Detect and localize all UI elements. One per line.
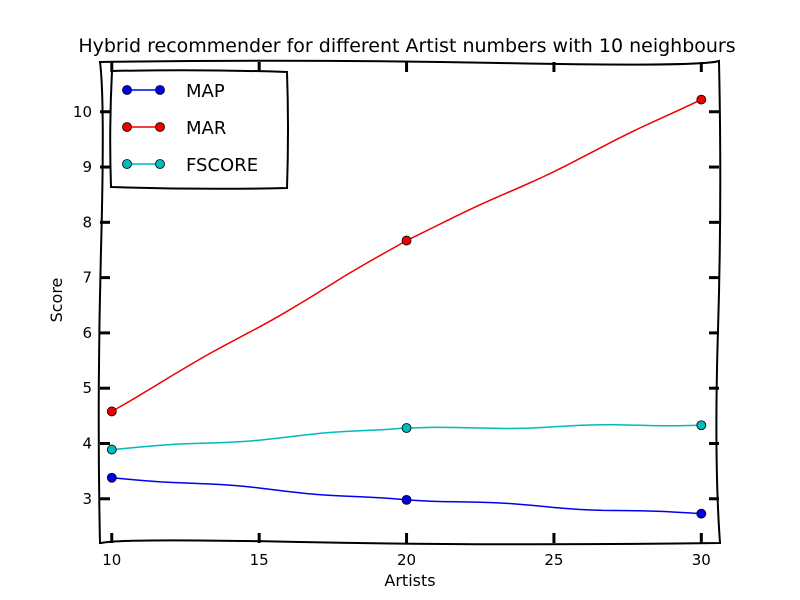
data-point-fscore xyxy=(106,444,117,455)
y-tick-label: 9 xyxy=(82,158,92,176)
data-point-fscore xyxy=(401,423,412,433)
x-tick-label: 10 xyxy=(102,551,121,569)
data-point-map xyxy=(696,508,707,519)
chart-title: Hybrid recommender for different Artist … xyxy=(78,35,735,57)
legend-frame xyxy=(109,69,289,190)
legend-label-fscore: FSCORE xyxy=(186,155,258,176)
x-tick-label: 30 xyxy=(692,551,711,569)
legend-marker xyxy=(155,85,165,95)
legend: MAP MAR FSCORE xyxy=(109,69,289,190)
y-tick-label: 10 xyxy=(73,103,92,121)
x-axis-label: Artists xyxy=(384,571,435,590)
y-axis-label: Score xyxy=(47,278,66,323)
x-tick-label: 20 xyxy=(397,551,416,569)
legend-marker xyxy=(122,122,132,132)
y-tick-label: 6 xyxy=(82,324,92,342)
legend-marker xyxy=(155,122,165,132)
legend-marker xyxy=(155,159,165,169)
data-point-mar xyxy=(401,235,412,246)
plot-frame xyxy=(97,59,722,546)
x-tick-label: 25 xyxy=(544,551,563,569)
plot-area xyxy=(97,59,722,546)
legend-marker xyxy=(122,85,132,95)
data-point-mar xyxy=(106,406,117,417)
series-line-mar xyxy=(111,98,702,413)
data-point-map xyxy=(401,494,412,505)
data-point-mar xyxy=(696,94,707,105)
x-tick-label: 15 xyxy=(250,551,269,569)
legend-label-mar: MAR xyxy=(186,118,226,139)
data-point-map xyxy=(106,472,117,483)
axis-ticks xyxy=(100,62,719,543)
data-point-fscore xyxy=(696,420,707,431)
y-tick-label: 7 xyxy=(82,269,92,287)
legend-label-map: MAP xyxy=(186,81,225,102)
y-tick-label: 3 xyxy=(82,490,92,508)
y-tick-label: 8 xyxy=(82,213,92,231)
y-tick-label: 5 xyxy=(82,379,92,397)
legend-marker xyxy=(122,159,132,169)
series-points xyxy=(106,94,707,519)
axis-tick-labels: 10 15 20 25 30 3 4 5 6 7 8 9 10 xyxy=(73,103,711,569)
y-tick-label: 4 xyxy=(82,434,92,452)
